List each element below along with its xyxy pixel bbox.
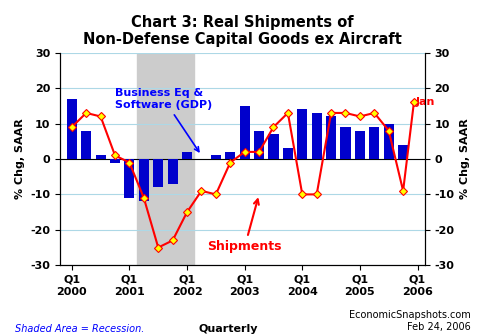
Y-axis label: % Chg, SAAR: % Chg, SAAR bbox=[459, 119, 469, 199]
Bar bbox=[67, 99, 76, 159]
Bar bbox=[110, 159, 120, 162]
Bar bbox=[136, 53, 194, 265]
Bar bbox=[95, 155, 106, 159]
Bar bbox=[211, 155, 220, 159]
Text: Business Eq &
Software (GDP): Business Eq & Software (GDP) bbox=[115, 88, 212, 151]
Bar bbox=[354, 131, 364, 159]
Text: Jan: Jan bbox=[415, 97, 435, 107]
Bar bbox=[325, 117, 335, 159]
Bar bbox=[81, 131, 91, 159]
Bar bbox=[383, 124, 393, 159]
Text: Quarterly: Quarterly bbox=[198, 324, 257, 334]
Bar bbox=[311, 113, 321, 159]
Bar bbox=[282, 148, 292, 159]
Text: Shipments: Shipments bbox=[207, 199, 281, 254]
Text: Shaded Area = Recession.: Shaded Area = Recession. bbox=[15, 324, 144, 334]
Bar bbox=[225, 152, 235, 159]
Bar bbox=[268, 134, 278, 159]
Bar bbox=[297, 110, 307, 159]
Bar bbox=[340, 127, 350, 159]
Text: EconomicSnapshots.com
Feb 24, 2006: EconomicSnapshots.com Feb 24, 2006 bbox=[348, 310, 469, 332]
Bar bbox=[138, 159, 149, 201]
Y-axis label: % Chg, SAAR: % Chg, SAAR bbox=[15, 119, 25, 199]
Bar bbox=[368, 127, 378, 159]
Bar bbox=[182, 152, 192, 159]
Bar bbox=[153, 159, 163, 187]
Bar bbox=[239, 106, 249, 159]
Bar bbox=[254, 131, 264, 159]
Bar bbox=[397, 145, 408, 159]
Title: Chart 3: Real Shipments of
Non-Defense Capital Goods ex Aircraft: Chart 3: Real Shipments of Non-Defense C… bbox=[83, 15, 401, 47]
Bar bbox=[167, 159, 177, 184]
Bar bbox=[124, 159, 134, 198]
